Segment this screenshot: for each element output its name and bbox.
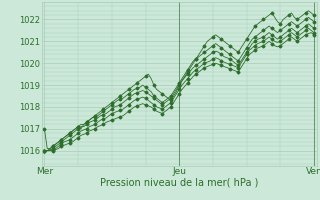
X-axis label: Pression niveau de la mer( hPa ): Pression niveau de la mer( hPa ) (100, 178, 258, 188)
